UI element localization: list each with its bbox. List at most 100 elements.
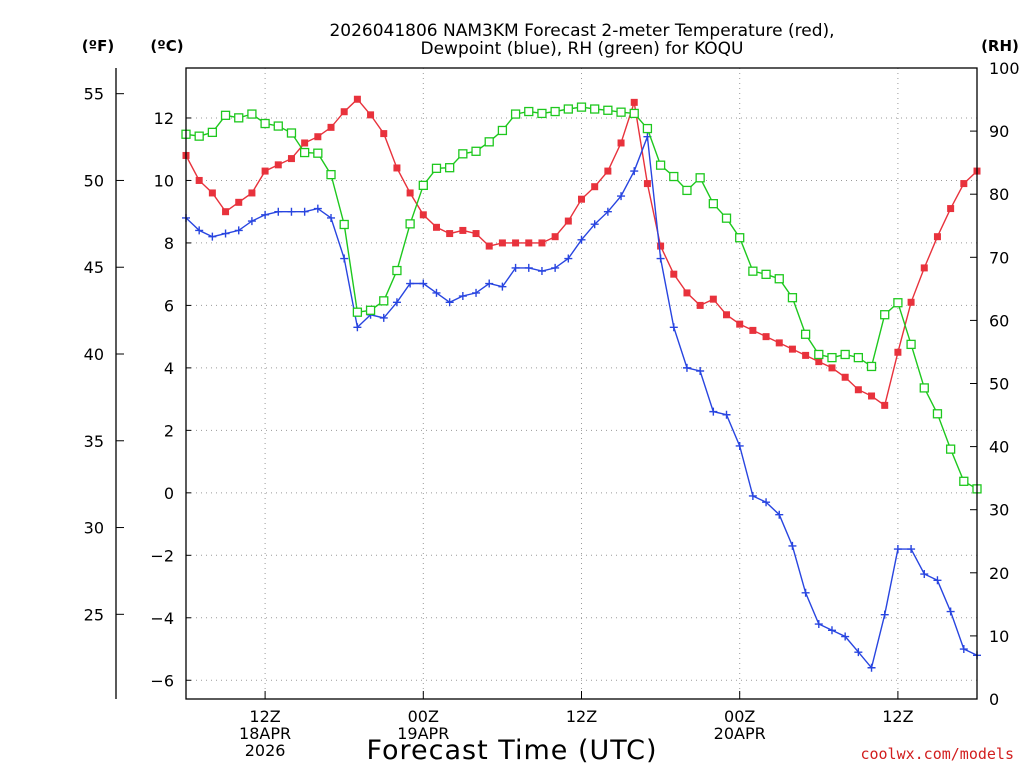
- temperature-point: [788, 345, 796, 353]
- x-tick-label: 00Z: [408, 707, 439, 726]
- fahrenheit-tick-label: 25: [84, 605, 104, 624]
- dewpoint-point: [656, 254, 665, 263]
- temperature-series: [182, 95, 981, 409]
- rh-point: [524, 106, 534, 117]
- grid-lines: [186, 68, 977, 699]
- rh-point: [247, 109, 257, 119]
- data-series: [181, 95, 982, 672]
- dewpoint-point: [893, 545, 902, 554]
- rh-point: [497, 125, 508, 136]
- rh-point: [510, 109, 521, 119]
- dewpoint-point: [313, 204, 322, 213]
- temperature-point: [841, 373, 849, 381]
- celsius-tick-label: −2: [150, 546, 174, 565]
- rh-point: [748, 266, 758, 276]
- dewpoint-point: [682, 363, 691, 372]
- temperature-point: [709, 295, 717, 303]
- rh-point: [787, 293, 798, 303]
- dewpoint-point: [537, 267, 546, 276]
- x-tick-label: 12Z: [882, 707, 913, 726]
- rh-point: [576, 102, 587, 112]
- rh-point: [919, 383, 929, 393]
- rh-point: [484, 137, 494, 147]
- rh-point: [642, 123, 653, 134]
- temperature-point: [604, 167, 612, 175]
- dewpoint-point: [379, 313, 388, 322]
- x-tick-label: 12Z: [249, 707, 280, 726]
- dewpoint-point: [234, 226, 243, 235]
- rh-point: [669, 171, 679, 182]
- dewpoint-point: [261, 210, 270, 219]
- dewpoint-series: [182, 132, 981, 672]
- x-tick-label: 18APR: [239, 724, 291, 743]
- celsius-tick-label: 4: [164, 359, 174, 378]
- rh-point: [853, 352, 863, 363]
- rh-point: [866, 361, 877, 372]
- rh-point: [365, 305, 376, 315]
- dewpoint-point: [854, 648, 863, 657]
- celsius-tick-label: 6: [164, 296, 174, 315]
- dewpoint-point: [221, 229, 230, 238]
- rh-tick-label: 20: [989, 564, 1009, 583]
- dewpoint-point: [511, 263, 520, 272]
- temperature-point: [670, 270, 678, 278]
- temperature-point: [815, 358, 823, 366]
- celsius-axis-label: (ºC): [150, 37, 183, 55]
- temperature-point: [617, 139, 625, 147]
- x-axis-title: Forecast Time (UTC): [366, 735, 657, 766]
- rh-tick-label: 50: [989, 375, 1009, 394]
- rh-point: [695, 173, 705, 183]
- rh-point: [735, 233, 745, 243]
- temperature-point: [340, 108, 348, 116]
- rh-point: [471, 146, 481, 156]
- dewpoint-point: [208, 232, 217, 241]
- fahrenheit-tick-label: 50: [84, 171, 104, 190]
- temperature-point: [657, 242, 665, 250]
- celsius-tick-label: 2: [164, 421, 174, 440]
- temperature-point: [960, 180, 968, 188]
- dewpoint-point: [432, 288, 441, 297]
- rh-point: [800, 329, 811, 339]
- dewpoint-point: [920, 570, 929, 579]
- rh-tick-label: 40: [989, 438, 1009, 457]
- temperature-point: [512, 239, 520, 247]
- rh-point: [945, 444, 956, 454]
- dewpoint-point: [880, 610, 889, 619]
- dewpoint-point: [603, 207, 612, 216]
- rh-point: [814, 349, 824, 360]
- rh-point: [761, 269, 771, 279]
- temperature-point: [248, 189, 256, 197]
- rh-point: [774, 274, 784, 284]
- fahrenheit-tick-label: 55: [84, 85, 104, 104]
- dewpoint-point: [801, 588, 810, 597]
- x-tick-label: 12Z: [566, 707, 597, 726]
- temperature-point: [367, 111, 375, 119]
- temperature-point: [551, 233, 559, 241]
- temperature-point: [525, 239, 533, 247]
- dewpoint-point: [959, 645, 968, 654]
- temperature-point: [432, 223, 440, 231]
- dewpoint-point: [247, 217, 256, 226]
- rh-point: [431, 163, 442, 173]
- x-tick-label: 20APR: [714, 724, 766, 743]
- dewpoint-point: [485, 279, 494, 288]
- rh-point: [959, 476, 969, 486]
- x-tick-label: 00Z: [724, 707, 755, 726]
- temperature-point: [683, 289, 691, 297]
- temperature-point: [578, 195, 585, 203]
- rh-point: [840, 349, 850, 360]
- rh-point: [629, 108, 639, 119]
- temperature-point: [933, 233, 941, 241]
- rh-point: [313, 148, 323, 158]
- temperature-point: [736, 320, 744, 328]
- rh-point: [721, 213, 732, 223]
- rh-point: [220, 110, 231, 120]
- dewpoint-point: [406, 279, 415, 288]
- rh-point: [405, 219, 415, 229]
- rh-point: [550, 106, 560, 117]
- temperature-point: [630, 98, 638, 106]
- temperature-point: [828, 364, 836, 372]
- temperature-point: [287, 155, 295, 163]
- rh-point: [379, 296, 389, 306]
- rh-point: [273, 121, 283, 131]
